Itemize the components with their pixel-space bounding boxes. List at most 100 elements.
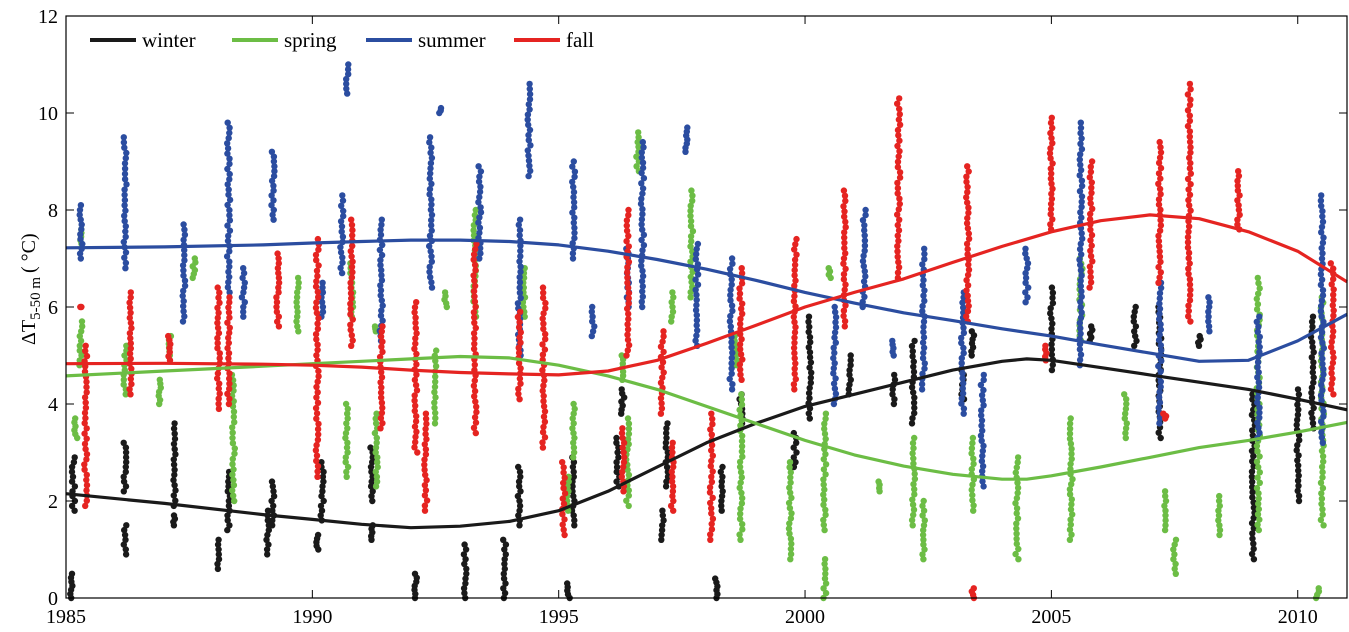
data-point [412,314,419,321]
data-point [1253,458,1261,465]
data-point [737,366,744,373]
data-point [570,449,578,456]
data-point [472,246,479,253]
data-point [820,521,827,529]
data-point [231,497,238,505]
data-point [120,473,127,480]
data-point [268,478,276,485]
data-point [726,318,734,325]
data-point [921,245,928,252]
data-point [689,228,697,235]
data-point [1254,419,1261,426]
data-point [68,468,76,476]
data-point [1048,325,1055,332]
data-point [820,491,827,498]
data-point [717,468,724,476]
data-point [1157,269,1165,276]
data-point [1256,404,1263,411]
data-point [664,449,671,456]
data-point [1078,182,1086,190]
data-point [658,405,666,412]
data-point [319,473,327,480]
y-tick-label: 4 [48,394,58,416]
data-point [472,324,479,332]
data-point [1309,313,1317,320]
data-point [76,250,84,257]
data-point [230,413,237,421]
data-point [1171,565,1178,573]
data-point [807,374,814,381]
data-point [216,299,223,306]
data-point [337,264,344,272]
data-point [376,246,384,254]
data-point [69,473,77,480]
data-point [515,221,522,229]
data-point [1066,536,1074,543]
data-point [896,148,903,155]
data-point [624,279,631,286]
data-point [1317,392,1325,399]
plot-frame [65,15,1348,599]
data-point [1087,279,1095,286]
data-point [313,410,321,417]
data-point [738,437,746,445]
data-point [625,295,632,302]
data-point [1184,239,1192,246]
data-point [1328,338,1336,346]
data-point [77,216,84,223]
data-point [348,274,356,281]
data-point [896,200,903,208]
data-point [83,497,91,504]
data-point [347,311,354,318]
data-point [663,429,670,437]
data-point [413,299,420,306]
data-point [1253,484,1261,492]
data-point [639,288,646,295]
data-point [379,348,386,356]
data-point [214,560,221,568]
data-point [736,361,744,368]
data-point [180,287,187,295]
data-point [919,370,926,377]
data-point [1076,188,1084,195]
data-point [808,369,815,376]
data-point [841,208,848,215]
data-point [564,580,571,587]
data-point [1253,306,1261,313]
data-point [413,371,420,378]
data-point [861,237,869,244]
data-point [792,241,799,248]
data-point [786,464,793,471]
data-point [806,323,813,331]
data-point [122,249,130,256]
data-point [540,289,547,296]
data-point [965,266,973,273]
data-point [68,502,76,510]
data-point [860,263,867,270]
data-point [337,249,345,256]
data-point [1155,362,1162,370]
data-point [539,341,546,348]
data-point [378,267,385,274]
data-point [1157,149,1165,156]
data-point [708,520,715,528]
data-point [122,468,129,476]
data-point [263,536,270,543]
data-point [1162,497,1170,505]
data-point [472,206,479,214]
data-point [412,433,419,441]
data-point [274,265,282,272]
data-point [979,463,987,470]
data-point [1187,144,1194,151]
data-point [379,420,386,427]
data-point [1319,287,1327,294]
data-point [1048,134,1055,142]
data-point [963,277,970,284]
data-point [411,423,419,430]
data-point [719,488,726,495]
data-point [712,575,719,582]
data-point [471,414,479,421]
data-point [1155,429,1162,436]
data-point [591,323,598,330]
data-point [312,404,320,412]
